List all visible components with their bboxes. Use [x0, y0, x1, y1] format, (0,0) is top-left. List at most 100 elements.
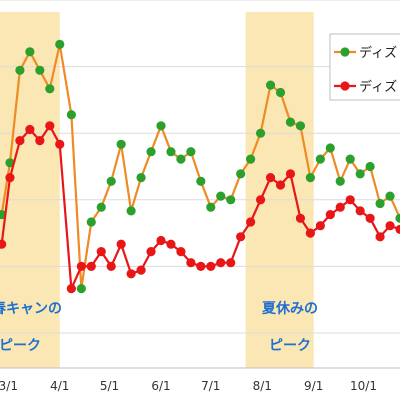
series-2-point: [186, 258, 196, 268]
series-1-point: [96, 202, 106, 212]
series-2-point: [5, 173, 15, 183]
series-1-point: [166, 147, 176, 157]
series-1-point: [255, 128, 266, 138]
series-2-point: [176, 247, 186, 257]
series-2-point: [355, 206, 365, 216]
highlight-band-2: [245, 12, 314, 368]
series-2-point: [146, 247, 156, 257]
series-2-point: [96, 247, 106, 257]
series-2-point: [335, 202, 345, 212]
series-1-point: [15, 65, 25, 75]
series-1-point: [206, 202, 216, 212]
series-2-point: [0, 239, 7, 249]
series-1-point: [265, 80, 276, 90]
series-1-point: [86, 217, 96, 227]
series-2-point: [66, 284, 76, 294]
series-2-point: [226, 258, 236, 268]
series-2-point: [166, 239, 176, 249]
series-2-point: [156, 235, 166, 246]
series-1-point: [395, 213, 400, 223]
x-tick-label: 5/1: [100, 379, 119, 393]
series-1-point: [365, 161, 375, 172]
series-1-point: [146, 147, 156, 157]
series-1-point: [275, 87, 286, 98]
x-tick-label: 10/1: [350, 379, 377, 393]
series-1-point: [176, 154, 186, 164]
series-2-point: [196, 261, 206, 271]
series-1-point: [45, 84, 55, 94]
series-1-point: [246, 154, 256, 164]
x-tick-label: 6/1: [151, 379, 170, 393]
series-1-point: [76, 284, 86, 294]
annotation-text: ＆春キャンの: [0, 300, 62, 317]
series-2-point: [35, 136, 45, 146]
x-tick-label: 9/1: [304, 379, 323, 393]
series-2-point: [315, 221, 325, 231]
series-1-point: [355, 169, 365, 179]
series-2-point: [206, 261, 216, 271]
annotation-text: 夏休みの: [262, 300, 318, 317]
series-1-point: [236, 169, 246, 179]
series-1-point: [345, 154, 355, 164]
series-2-point: [45, 121, 55, 131]
series-1-point: [156, 121, 166, 131]
series-2-point: [275, 180, 286, 190]
legend-swatch-marker: [340, 47, 350, 57]
series-group: [0, 39, 400, 294]
series-1-point: [25, 47, 35, 57]
x-tick-label: 4/1: [50, 379, 69, 393]
series-2-point: [285, 169, 296, 179]
series-1-point: [126, 206, 136, 216]
series-2: [0, 121, 400, 294]
series-2-point: [255, 195, 266, 205]
series-1-point: [106, 176, 116, 186]
series-1-point: [55, 39, 65, 50]
series-1-point: [295, 121, 306, 131]
legend-label: ディズ: [359, 45, 397, 61]
series-2-point: [126, 269, 136, 279]
x-tick-label: 7/1: [201, 379, 220, 393]
series-1-point: [226, 195, 236, 205]
series-2-point: [305, 228, 315, 238]
x-axis-ticks: 3/1 4/1 5/1 6/1 7/1 8/1 9/1 10/1: [0, 379, 377, 393]
series-1-point: [315, 154, 325, 164]
series-2-point: [365, 213, 375, 223]
series-1-point: [385, 191, 395, 201]
series-2-point: [136, 265, 146, 275]
annotation-text: ピーク: [0, 338, 41, 354]
series-2-point: [76, 261, 86, 271]
series-1-point: [216, 191, 226, 201]
series-1-point: [136, 173, 146, 183]
series-2-point: [106, 261, 116, 271]
series-1-point: [285, 117, 296, 127]
annotation-text: ピーク: [269, 338, 311, 354]
series-2-point: [395, 224, 400, 234]
series-2-point: [246, 217, 256, 227]
series-2-point: [375, 232, 385, 242]
x-tick-label: 3/1: [0, 379, 18, 393]
series-2-point: [345, 195, 355, 205]
series-1-point: [375, 198, 385, 209]
series-2-point: [25, 124, 35, 135]
highlight-bands: [0, 12, 314, 368]
series-2-point: [15, 136, 25, 146]
series-2-point: [295, 213, 306, 223]
series-1: [0, 39, 400, 294]
series-1-point: [196, 176, 206, 186]
series-1-point: [116, 139, 126, 149]
legend-label: ディズ: [359, 79, 397, 95]
series-2-point: [116, 239, 126, 249]
series-2-point: [325, 210, 335, 220]
x-tick-label: 8/1: [253, 379, 272, 393]
series-2-point: [216, 258, 226, 268]
series-1-point: [186, 147, 196, 157]
series-1-point: [35, 65, 45, 75]
series-1-point: [305, 173, 315, 183]
series-2-point: [385, 221, 395, 231]
series-2-point: [236, 232, 246, 242]
series-1-point: [335, 176, 345, 186]
